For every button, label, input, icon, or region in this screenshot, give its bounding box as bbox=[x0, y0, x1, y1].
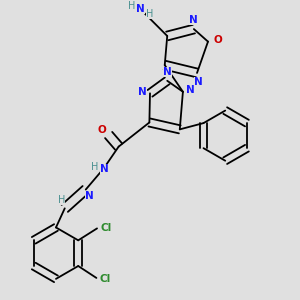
Text: H: H bbox=[58, 195, 65, 205]
Text: H: H bbox=[128, 1, 136, 11]
Text: N: N bbox=[189, 15, 198, 25]
Text: N: N bbox=[138, 87, 146, 97]
Text: Cl: Cl bbox=[100, 223, 111, 233]
Text: H: H bbox=[91, 162, 98, 172]
Text: N: N bbox=[136, 4, 145, 14]
Text: H: H bbox=[146, 9, 153, 19]
Text: N: N bbox=[85, 191, 93, 201]
Text: O: O bbox=[213, 35, 222, 45]
Text: N: N bbox=[100, 164, 109, 173]
Text: N: N bbox=[164, 67, 172, 77]
Text: Cl: Cl bbox=[100, 274, 111, 284]
Text: N: N bbox=[186, 85, 195, 95]
Text: O: O bbox=[98, 125, 106, 135]
Text: N: N bbox=[194, 77, 203, 87]
